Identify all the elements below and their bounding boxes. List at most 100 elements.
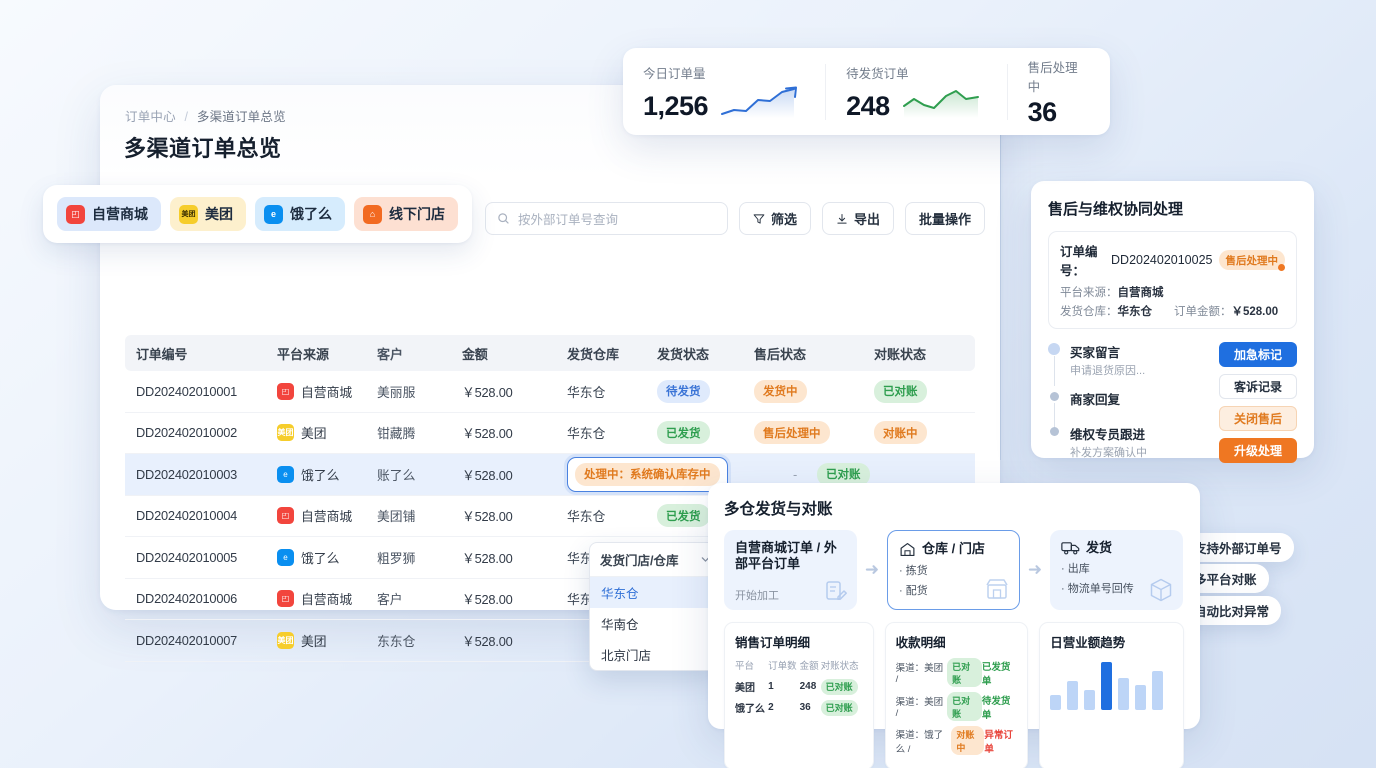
kpi-today-orders-value: 1,256 — [643, 91, 709, 121]
aftersales-title: 售后与维权协同处理 — [1048, 201, 1184, 218]
page-title: 多渠道订单总览 — [124, 136, 282, 161]
table-row[interactable]: DD202402010007 美团 美团 东东仓 ￥528.00 — [125, 620, 975, 662]
cell-amount: ￥528.00 — [462, 384, 513, 400]
cell-platform: 美团 美团 — [277, 424, 327, 442]
aftersales-amount-value: ￥528.00 — [1231, 306, 1279, 318]
chart-bar — [1135, 685, 1147, 710]
warehouse-dropdown-header[interactable]: 发货门店/仓库 — [590, 543, 720, 577]
tab-self-shop[interactable]: ◰ 自营商城 — [57, 197, 161, 231]
warehouse-dropdown[interactable]: 发货门店/仓库 华东仓华南仓北京门店 — [589, 542, 721, 671]
meituan-icon: 美团 — [277, 424, 294, 442]
chart-bar — [1152, 671, 1164, 710]
payment-result: 异常订单 — [984, 729, 1013, 755]
col-recon-status: 对账状态 — [874, 346, 927, 362]
aftersales-platform-label: 平台来源： — [1060, 287, 1118, 299]
table-row[interactable]: DD202402010002 美团 美团 钳藏腾 ￥528.00 华东仓 已发货 售后处理中 对… — [125, 413, 975, 454]
selfshop-icon: ◰ — [66, 204, 85, 224]
tab-meituan-label: 美团 — [205, 206, 233, 222]
bulk-actions-label: 批量操作 — [919, 212, 972, 227]
cell-after-status: - — [787, 467, 817, 482]
flow-step-warehouse-item-2: · 配货 — [899, 585, 928, 597]
store-icon — [986, 579, 1008, 599]
urgent-dot-icon — [1278, 264, 1285, 271]
tab-offline-store[interactable]: ⌂ 线下门店 — [354, 197, 458, 231]
cell-empty: - — [793, 466, 798, 482]
cell-order-id: DD202402010005 — [136, 549, 238, 565]
bulk-actions-button[interactable]: 批量操作 — [905, 202, 986, 235]
warehouse-option[interactable]: 北京门店 — [601, 649, 652, 663]
warehouse-dropdown-options: 华东仓华南仓北京门店 — [590, 577, 720, 670]
search-placeholder: 按外部订单号查询 — [518, 213, 619, 227]
sales-col-platform: 平台 — [735, 661, 755, 672]
table-row[interactable]: DD202402010001 ◰ 自营商城 美丽服 ￥528.00 华东仓 待发货 发货中 已对… — [125, 371, 975, 413]
sales-status: 已对账 — [820, 676, 863, 697]
tab-eleme-label: 饿了么 — [290, 206, 332, 222]
cell-ship-status: 处理中：系统确认库存中 — [567, 456, 787, 492]
table-toolbar: 按外部订单号查询 筛选 导出 批量操作 — [485, 202, 986, 235]
sales-platform: 美团 — [735, 683, 755, 694]
kpi-pending-shipment-label: 待发货订单 — [846, 67, 909, 81]
aftersales-order-box: 订单编号： DD202402010025 售后处理中 平台来源：自营商城 发货仓… — [1048, 231, 1297, 329]
timeline-dot-icon — [1050, 392, 1059, 401]
sales-amount: 248 — [799, 681, 817, 692]
flow-step-shipping-title: 发货 — [1086, 540, 1113, 555]
flow-step-shipping[interactable]: 发货 · 出库 · 物流单号回传 — [1050, 530, 1183, 610]
export-button[interactable]: 导出 — [822, 202, 895, 235]
filter-button[interactable]: 筛选 — [739, 202, 812, 235]
flow-arrow-2: ➜ — [1027, 560, 1043, 579]
payment-detail-card: 收款明细 渠道：美团 / 已对账 已发货单 渠道：美团 / 已对账 待发货单 渠道：饿了… — [884, 622, 1029, 768]
daily-revenue-bars — [1050, 658, 1173, 710]
list-item: 饿了么 2 36 已对账 — [735, 697, 863, 718]
chart-bar — [1050, 695, 1062, 710]
list-item: 美团 1 248 已对账 — [735, 676, 863, 697]
cell-platform: ◰ 自营商城 — [277, 506, 377, 525]
kpi-aftersales-value: 36 — [1027, 97, 1058, 127]
flow-step-order[interactable]: 自营商城订单 / 外部平台订单 开始加工 — [724, 530, 857, 610]
flow-step-order-sub: 开始加工 — [735, 589, 779, 602]
cell-amount: ￥528.00 — [462, 467, 513, 483]
cell-ship-status: 待发货 — [657, 379, 754, 403]
kpi-today-orders-label: 今日订单量 — [643, 67, 706, 81]
edit-doc-icon — [826, 581, 847, 600]
list-item: 渠道：饿了么 / 对账中 异常订单 — [896, 726, 1018, 755]
payment-result: 已发货单 — [981, 661, 1011, 687]
cell-customer: 美丽服 — [377, 384, 416, 400]
flow-title: 多仓发货与对账 — [724, 501, 833, 518]
cell-platform: ◰ 自营商城 — [277, 589, 377, 608]
flow-step-warehouse-item-1: · 拣货 — [899, 565, 928, 577]
status-badge: 已对账 — [817, 462, 870, 486]
col-amount: 金额 — [462, 346, 488, 362]
search-input[interactable]: 按外部订单号查询 — [485, 202, 728, 235]
payment-result: 待发货单 — [981, 695, 1011, 721]
sales-count: 2 — [768, 702, 774, 713]
download-icon — [837, 213, 847, 224]
cell-amount: ￥528.00 — [462, 509, 513, 525]
complaint-log-button[interactable]: 客诉记录 — [1219, 374, 1297, 399]
sales-status: 已对账 — [820, 697, 863, 718]
cell-customer: 钳藏腾 — [377, 426, 416, 442]
filter-icon — [753, 213, 765, 224]
daily-revenue-chart-card: 日营业额趋势 — [1039, 622, 1184, 768]
breadcrumb-root[interactable]: 订单中心 — [125, 110, 176, 124]
cell-recon-status: 已对账 — [874, 379, 969, 403]
timeline-title: 买家留言 — [1070, 346, 1121, 360]
kpi-pending-shipment: 待发货订单 248 — [825, 63, 1007, 120]
cell-customer: 美团铺 — [377, 509, 416, 525]
close-aftersales-button[interactable]: 关闭售后 — [1219, 406, 1297, 431]
urgent-mark-button[interactable]: 加急标记 — [1219, 342, 1297, 367]
warehouse-icon — [900, 542, 915, 557]
cell-order-id: DD202402010007 — [136, 632, 238, 648]
kpi-today-orders: 今日订单量 1,256 — [623, 64, 825, 120]
store-icon: ⌂ — [363, 204, 382, 224]
flow-step-warehouse[interactable]: 仓库 / 门店 · 拣货 · 配货 — [887, 530, 1020, 610]
warehouse-option[interactable]: 华东仓 — [590, 577, 720, 608]
escalate-button[interactable]: 升级处理 — [1219, 438, 1297, 463]
tab-eleme[interactable]: e 饿了么 — [255, 197, 345, 231]
warehouse-option[interactable]: 华南仓 — [601, 618, 639, 632]
selfshop-icon: ◰ — [277, 382, 294, 400]
ship-status-focused[interactable]: 处理中：系统确认库存中 — [567, 456, 728, 492]
status-badge: 已发货 — [657, 504, 710, 528]
col-ship-status: 发货状态 — [657, 346, 710, 362]
tab-meituan[interactable]: 美团 美团 — [170, 197, 246, 231]
aftersales-panel: 售后与维权协同处理 订单编号： DD202402010025 售后处理中 平台来… — [1031, 181, 1314, 463]
